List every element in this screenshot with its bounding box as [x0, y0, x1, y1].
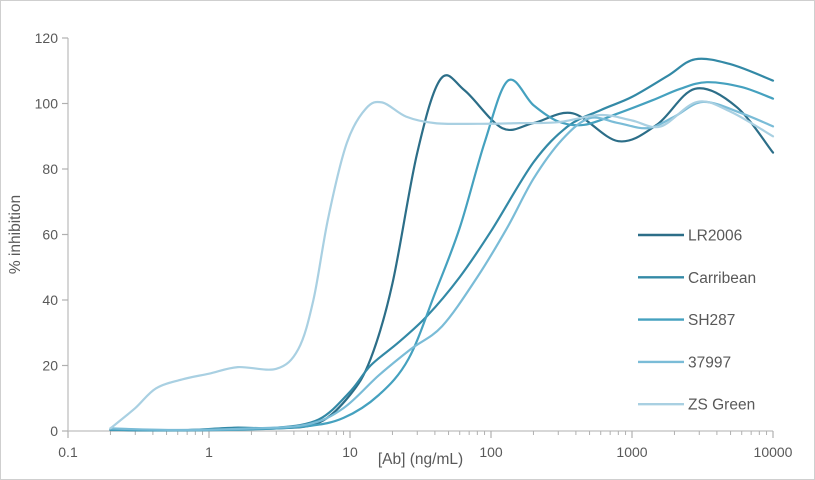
- x-axis-tick-label: 0.1: [58, 444, 78, 460]
- series-line-carribean: [109, 57, 775, 432]
- x-axis-tick-label: 10: [342, 444, 358, 460]
- x-axis-tick-label: 10000: [754, 444, 793, 460]
- series-line-lr2006: [109, 74, 775, 432]
- x-axis-tick-label: 1: [205, 444, 213, 460]
- y-axis-tick-label: 20: [42, 358, 58, 374]
- y-axis-tick-label: 120: [35, 30, 59, 46]
- series-line-37997: [109, 100, 775, 432]
- y-axis-tick-label: 100: [35, 96, 59, 112]
- series-line-sh287: [109, 78, 775, 432]
- legend-item-lr2006: LR2006: [638, 228, 742, 245]
- legend-label: ZS Green: [688, 397, 755, 414]
- x-axis-tick-label: 1000: [616, 444, 647, 460]
- legend-item-sh287: SH287: [638, 312, 735, 329]
- x-axis-tick-label: 100: [479, 444, 503, 460]
- y-axis-title: % inhibition: [7, 195, 24, 274]
- legend-item-carribean: Carribean: [638, 270, 756, 287]
- y-axis-tick-label: 40: [42, 292, 58, 308]
- x-axis-title: [Ab] (ng/mL): [378, 451, 463, 468]
- series-line-zs-green: [109, 100, 775, 430]
- y-axis-tick-label: 0: [50, 423, 58, 439]
- legend-item-37997: 37997: [638, 354, 731, 371]
- legend-label: Carribean: [688, 270, 756, 287]
- legend-label: SH287: [688, 312, 735, 329]
- y-axis-tick-label: 80: [42, 161, 58, 177]
- legend-label: LR2006: [688, 228, 742, 245]
- legend-item-zs-green: ZS Green: [638, 397, 755, 414]
- y-axis-tick-label: 60: [42, 227, 58, 243]
- legend-label: 37997: [688, 354, 731, 371]
